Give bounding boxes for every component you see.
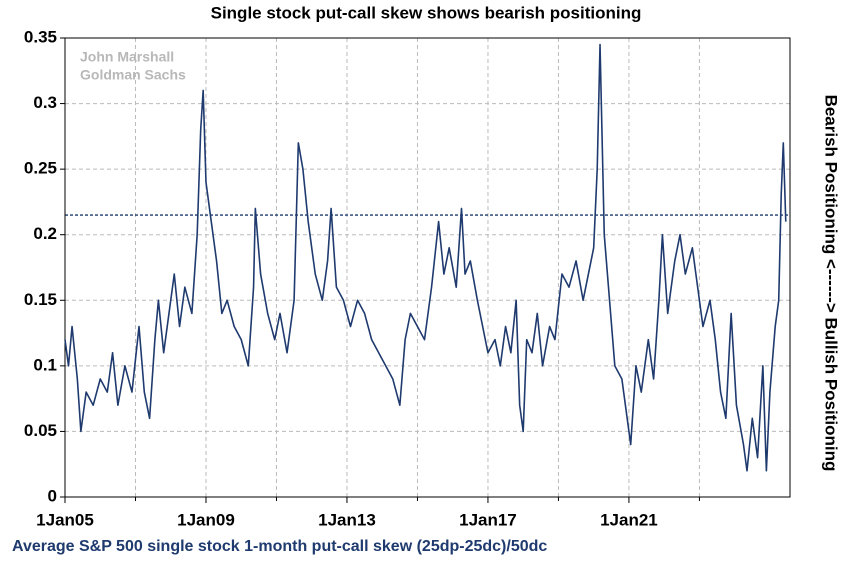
plot-frame (64, 37, 791, 498)
chart-title: Single stock put-call skew shows bearish… (211, 3, 642, 22)
y-tick-label: 0.35 (24, 27, 57, 46)
y-tick-label: 0.25 (24, 159, 57, 178)
y-tick-label: 0.3 (33, 93, 57, 112)
watermark: Goldman Sachs (80, 67, 186, 83)
y-tick-label: 0.1 (33, 355, 57, 374)
y2-label: Bearish Positioning <------> Bullish Pos… (822, 95, 841, 472)
footer: Average S&P 500 single stock 1-month put… (12, 538, 547, 555)
x-tick-label: 1Jan21 (600, 510, 658, 529)
x-tick-label: 1Jan05 (36, 510, 94, 529)
y-tick-label: 0.2 (33, 224, 57, 243)
watermark: John Marshall (80, 49, 174, 65)
x-tick-label: 1Jan17 (459, 510, 517, 529)
x-tick-label: 1Jan13 (318, 510, 376, 529)
data-line (64, 43, 787, 472)
y-tick-label: 0.05 (24, 421, 57, 440)
y-tick-label: 0.15 (24, 290, 57, 309)
y-tick-label: 0 (48, 486, 57, 505)
x-tick-label: 1Jan09 (177, 510, 235, 529)
